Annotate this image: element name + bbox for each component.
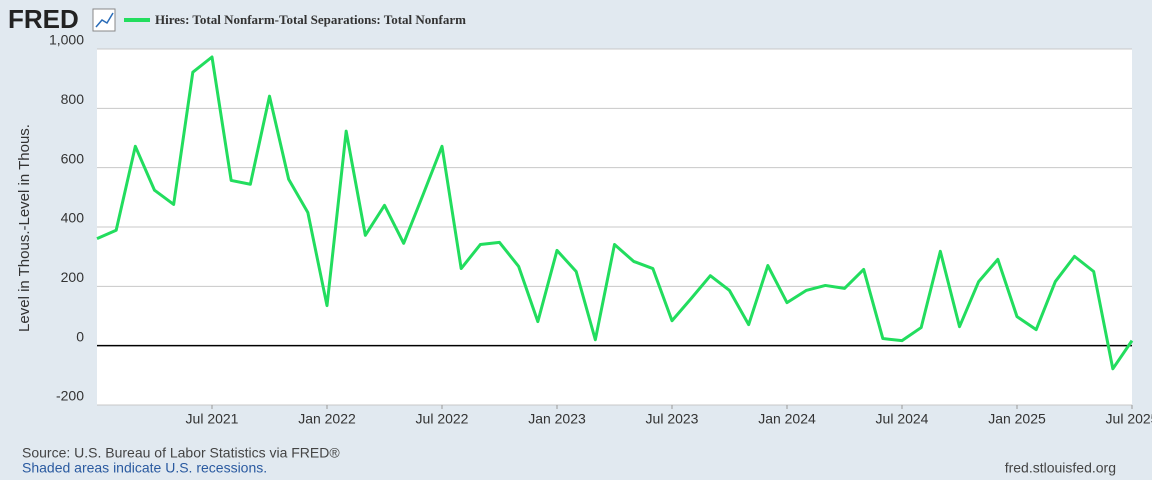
x-tick-label: Jul 2024 (876, 411, 929, 427)
logo-icon (92, 8, 116, 32)
y-tick-label: 1,000 (49, 32, 84, 48)
y-axis-label: Level in Thous.-Level in Thous. (16, 124, 33, 332)
y-tick-label: 600 (61, 150, 85, 166)
x-tick-label: Jan 2022 (298, 411, 356, 427)
x-tick-label: Jul 2022 (416, 411, 469, 427)
y-tick-label: 0 (76, 328, 84, 344)
x-tick-label: Jul 2023 (646, 411, 699, 427)
x-tick-label: Jan 2024 (758, 411, 816, 427)
data-line (96, 55, 1134, 371)
x-tick-label: Jan 2025 (988, 411, 1046, 427)
x-tick-label: Jul 2021 (186, 411, 239, 427)
y-tick-label: 400 (61, 210, 85, 226)
y-tick-label: -200 (56, 388, 84, 404)
legend-label: Hires: Total Nonfarm-Total Separations: … (155, 12, 466, 27)
source-note: Source: U.S. Bureau of Labor Statistics … (22, 445, 340, 461)
recession-note[interactable]: Shaded areas indicate U.S. recessions. (22, 460, 267, 476)
y-tick-label: 800 (61, 91, 85, 107)
y-tick-label: 200 (61, 269, 85, 285)
brand-logo: FRED (8, 4, 79, 34)
site-url[interactable]: fred.stlouisfed.org (1005, 460, 1116, 476)
x-tick-label: Jul 2025 (1106, 411, 1152, 427)
x-tick-label: Jan 2023 (528, 411, 586, 427)
